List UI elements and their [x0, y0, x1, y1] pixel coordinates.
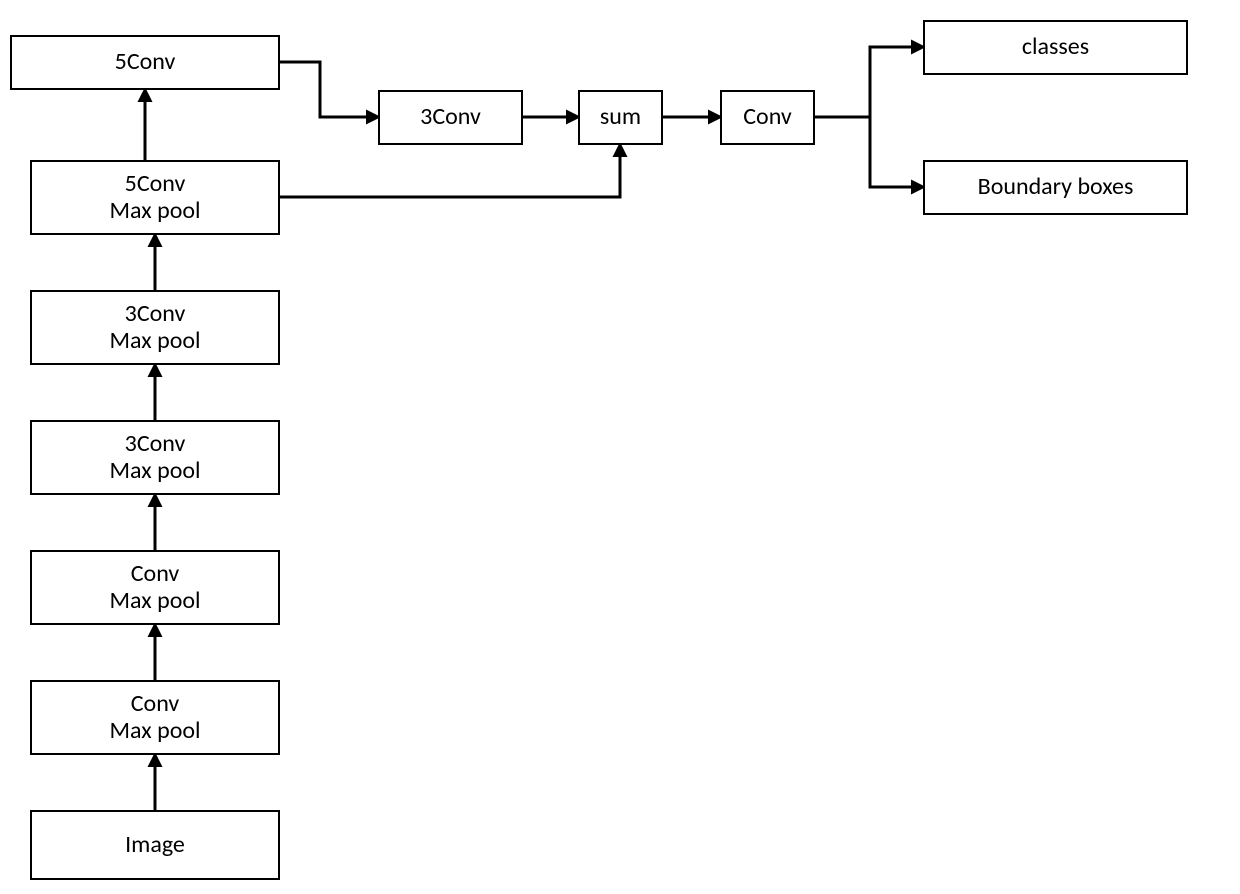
node-conv2: ConvMax pool [30, 550, 280, 625]
node-5conv: 5Conv [10, 35, 280, 90]
node-classes: classes [923, 20, 1188, 75]
node-sum: sum [578, 90, 663, 145]
node-label: Boundary boxes [978, 174, 1134, 200]
node-label: Max pool [109, 328, 200, 354]
node-image: Image [30, 810, 280, 880]
node-label: 5Conv [125, 171, 186, 197]
edge-5conv-to-3conv_side [280, 62, 378, 117]
node-label: 3Conv [420, 104, 481, 130]
node-label: sum [600, 104, 641, 130]
node-label: classes [1022, 34, 1089, 60]
node-label: 3Conv [125, 301, 186, 327]
node-3conv_side: 3Conv [378, 90, 523, 145]
node-label: 3Conv [125, 431, 186, 457]
node-label: Conv [131, 691, 180, 717]
node-label: Conv [743, 104, 792, 130]
node-conv_side: Conv [720, 90, 815, 145]
node-label: Max pool [109, 198, 200, 224]
node-3conv2: 3ConvMax pool [30, 290, 280, 365]
edge-5conv_maxpool-to-sum [280, 145, 620, 197]
node-label: Max pool [109, 588, 200, 614]
edge-conv_side-to-bboxes [815, 117, 923, 187]
node-3conv1: 3ConvMax pool [30, 420, 280, 495]
node-label: Max pool [109, 458, 200, 484]
edge-conv_side-to-classes [815, 47, 923, 117]
node-label: Conv [131, 561, 180, 587]
node-conv1: ConvMax pool [30, 680, 280, 755]
node-5conv_maxpool: 5ConvMax pool [30, 160, 280, 235]
node-label: Image [125, 832, 185, 858]
node-label: Max pool [109, 718, 200, 744]
diagram-canvas: ImageConvMax poolConvMax pool3ConvMax po… [0, 0, 1240, 894]
node-label: 5Conv [115, 49, 176, 75]
node-bboxes: Boundary boxes [923, 160, 1188, 215]
